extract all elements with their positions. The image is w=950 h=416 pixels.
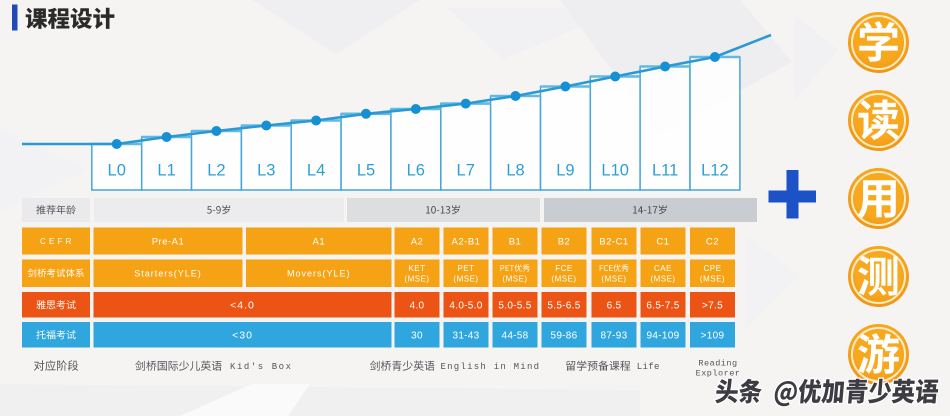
svg-text:4.0: 4.0	[410, 301, 425, 312]
svg-text:L10: L10	[601, 162, 629, 180]
svg-text:L5: L5	[357, 162, 375, 180]
svg-text:PET: PET	[457, 264, 474, 273]
svg-text:Starters(YLE): Starters(YLE)	[134, 269, 202, 279]
svg-text:L4: L4	[307, 162, 325, 180]
svg-text:L12: L12	[701, 162, 729, 180]
svg-text:(MSE): (MSE)	[601, 275, 626, 284]
svg-text:44-58: 44-58	[501, 331, 528, 342]
svg-text:Pre-A1: Pre-A1	[152, 237, 185, 248]
svg-text:B2-C1: B2-C1	[599, 237, 628, 248]
svg-text:FCE: FCE	[555, 264, 573, 273]
svg-text:A1: A1	[312, 237, 325, 248]
svg-text:5.0-5.5: 5.0-5.5	[498, 301, 531, 312]
svg-text:(MSE): (MSE)	[551, 275, 576, 284]
svg-text:(MSE): (MSE)	[453, 275, 478, 284]
svg-text:A2-B1: A2-B1	[452, 237, 481, 248]
svg-text:L9: L9	[556, 162, 574, 180]
svg-text:(MSE): (MSE)	[404, 275, 429, 284]
svg-text:>7.5: >7.5	[702, 301, 723, 312]
svg-text:L2: L2	[207, 162, 225, 180]
svg-text:CPE: CPE	[704, 264, 722, 273]
svg-text:>109: >109	[701, 331, 725, 342]
svg-text:Kid's Box: Kid's Box	[230, 362, 293, 372]
svg-text:Explorer: Explorer	[696, 369, 741, 379]
svg-text:L8: L8	[506, 162, 524, 180]
svg-text:B1: B1	[509, 237, 522, 248]
svg-text:Reading: Reading	[698, 359, 737, 369]
svg-text:(MSE): (MSE)	[650, 275, 675, 284]
svg-text:C2: C2	[706, 237, 719, 248]
svg-text:L6: L6	[407, 162, 425, 180]
svg-text:6.5: 6.5	[607, 301, 622, 312]
svg-text:B2: B2	[558, 237, 571, 248]
svg-text:(MSE): (MSE)	[700, 275, 725, 284]
svg-text:CAE: CAE	[654, 264, 672, 273]
svg-text:English in Mind: English in Mind	[441, 362, 541, 372]
svg-text:L7: L7	[457, 162, 475, 180]
svg-text:Life: Life	[637, 362, 660, 372]
svg-text:94-109: 94-109	[647, 331, 680, 342]
svg-text:C E F R: C E F R	[40, 237, 72, 246]
svg-text:C1: C1	[656, 237, 669, 248]
svg-text:5.5-6.5: 5.5-6.5	[547, 301, 580, 312]
svg-text:(MSE): (MSE)	[502, 275, 527, 284]
svg-text:L3: L3	[257, 162, 275, 180]
svg-text:KET: KET	[408, 264, 425, 273]
svg-text:L0: L0	[108, 162, 126, 180]
svg-text:6.5-7.5: 6.5-7.5	[646, 301, 679, 312]
svg-text:<4.0: <4.0	[230, 300, 255, 312]
svg-text:4.0-5.0: 4.0-5.0	[449, 301, 482, 312]
svg-text:87-93: 87-93	[600, 331, 627, 342]
svg-text:L1: L1	[157, 162, 175, 180]
svg-text:31-43: 31-43	[452, 331, 479, 342]
svg-text:30: 30	[411, 331, 423, 342]
svg-text:59-86: 59-86	[550, 331, 577, 342]
svg-text:Movers(YLE): Movers(YLE)	[287, 269, 351, 279]
svg-text:<30: <30	[232, 330, 253, 342]
svg-text:L11: L11	[652, 162, 678, 180]
svg-text:A2: A2	[411, 237, 424, 248]
